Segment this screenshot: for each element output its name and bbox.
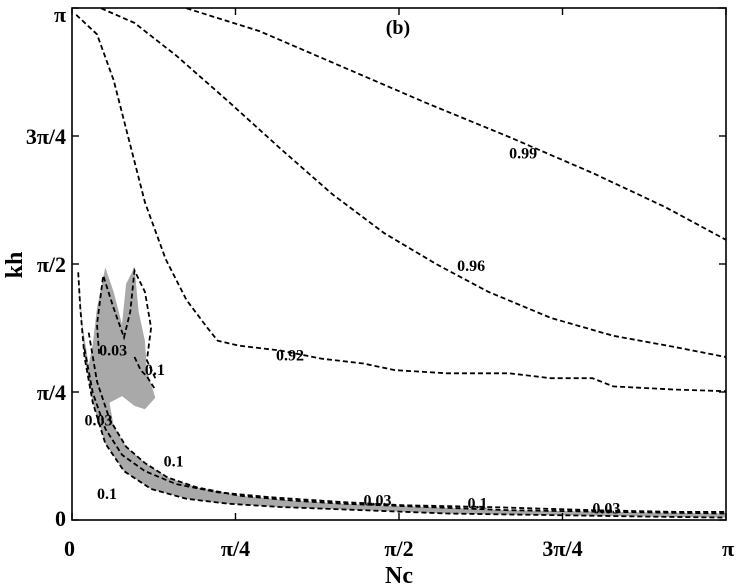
contour-line-7: [133, 356, 157, 391]
contour-label-8: 0.03: [363, 492, 391, 509]
contour-label-2: 0.92: [276, 347, 304, 364]
y-axis-title: kh: [2, 252, 28, 279]
contour-label-3: 0.03: [99, 343, 127, 360]
contour-lines-layer: [75, 7, 727, 519]
contour-labels-layer: 0.99 0.96 0.92 0.03 0.1 0.03 0.1 0.1 0.03 0.1 0.03: [84, 145, 620, 517]
panel-label: (b): [386, 17, 410, 39]
contour-label-6: 0.1: [164, 453, 184, 470]
shaded-region: [78, 267, 726, 518]
contour-label-4: 0.1: [145, 362, 165, 379]
tick-marks-layer: [71, 7, 727, 521]
contour-line-5: [83, 348, 726, 513]
y-tick-label-2: π/2: [37, 252, 66, 277]
y-tick-label-4: π: [54, 2, 66, 27]
contour-label-0: 0.99: [509, 145, 537, 162]
contour-line-0: [186, 7, 727, 241]
x-tick-label-1: π/4: [221, 536, 250, 561]
contour-line-1: [100, 7, 726, 358]
x-tick-label-3: 3π/4: [542, 536, 582, 561]
y-tick-label-1: π/4: [37, 380, 66, 405]
plot-frame: [71, 7, 727, 521]
x-tick-label-0: 0: [64, 536, 75, 561]
x-axis-title: Nc: [385, 563, 413, 587]
y-tick-label-3: 3π/4: [26, 124, 66, 149]
x-tick-label-2: π/2: [384, 536, 413, 561]
contour-label-1: 0.96: [457, 258, 485, 275]
contour-label-10: 0.03: [592, 501, 620, 518]
contour-label-5: 0.03: [84, 413, 112, 430]
y-tick-label-0: 0: [55, 506, 66, 531]
x-tick-label-4: π: [722, 536, 734, 561]
contour-label-7: 0.1: [97, 486, 117, 503]
contour-label-9: 0.1: [468, 496, 488, 513]
tick-labels-layer: 0 π/4 π/2 3π/4 π 0 π/4 π/2 3π/4 π: [26, 2, 734, 561]
contour-line-6: [96, 267, 157, 379]
shaded-region-layer: [78, 267, 726, 518]
contour-line-2: [75, 14, 726, 393]
contour-line-3: [77, 272, 726, 519]
